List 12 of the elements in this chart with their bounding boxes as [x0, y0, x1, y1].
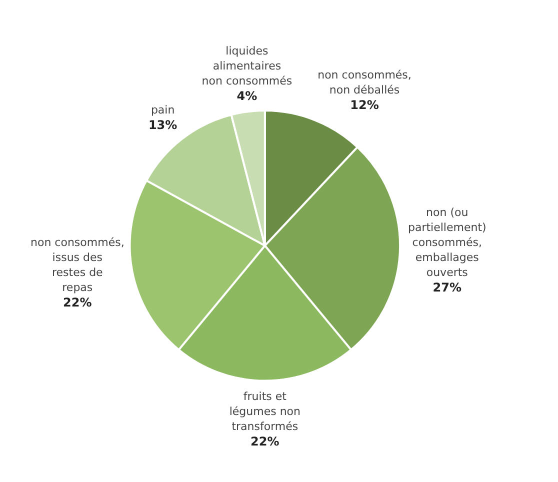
slice-label: liquides alimentaires non consommés [202, 44, 292, 88]
data-label: 4% [236, 89, 258, 104]
data-label: 22% [63, 295, 92, 310]
slice-label: non consommés, non déballés [318, 68, 412, 97]
data-label: 22% [250, 434, 280, 448]
data-label: 12% [350, 98, 379, 112]
slice-label: non consommés, issus des restes de repas [30, 236, 124, 294]
slice-label: pain [150, 104, 175, 117]
slice-label: fruits et légumes non transformés [229, 390, 301, 433]
data-label: 27% [432, 280, 462, 295]
data-label: 13% [148, 118, 178, 132]
slice-label: non (ou partiellement) consommés, emballages ouverts [408, 206, 486, 280]
